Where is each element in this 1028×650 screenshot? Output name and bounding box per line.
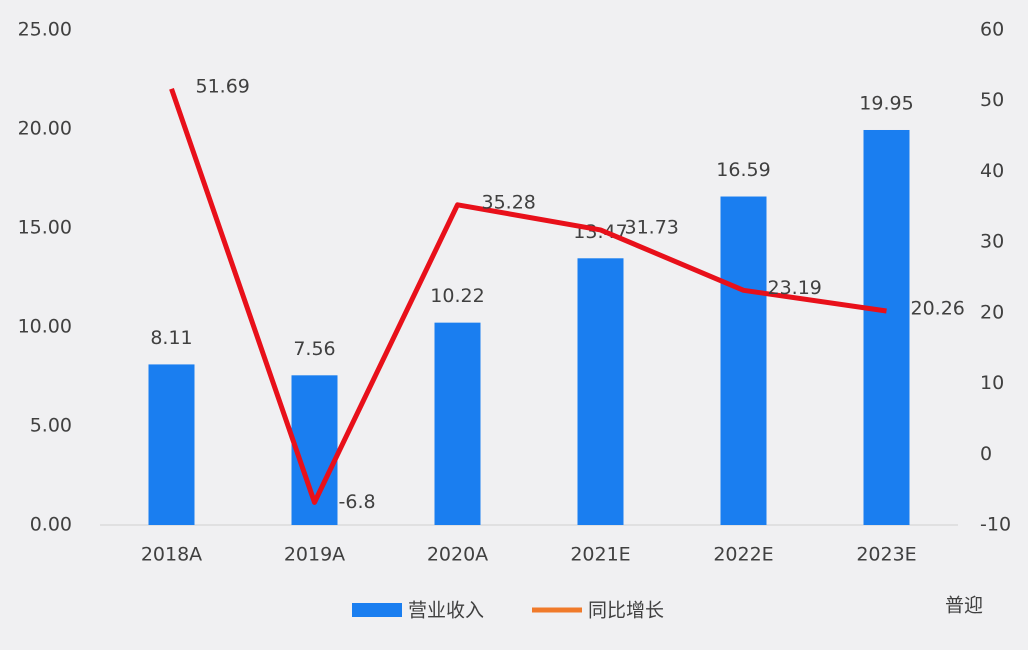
bar [577, 258, 624, 525]
y2-tick-label: 50 [980, 89, 1004, 111]
line-value-label: 35.28 [482, 191, 536, 213]
legend-label: 营业收入 [408, 600, 484, 622]
line-value-label: -6.8 [339, 491, 376, 513]
y-tick-label: 25.00 [18, 19, 72, 41]
bar-value-label: 19.95 [859, 92, 913, 114]
x-tick-label: 2021E [570, 544, 630, 566]
y2-tick-label: 30 [980, 231, 1004, 253]
bar-value-label: 10.22 [430, 285, 484, 307]
y2-tick-label: 60 [980, 19, 1004, 41]
x-tick-label: 2019A [284, 544, 345, 566]
y2-tick-label: 20 [980, 301, 1004, 323]
legend-label: 同比增长 [588, 600, 664, 622]
x-tick-label: 2018A [141, 544, 202, 566]
line-series [169, 87, 887, 505]
watermark: 普迎 [945, 595, 983, 617]
line-value-label: 20.26 [911, 298, 965, 320]
bar [863, 129, 910, 526]
legend-swatch [352, 603, 402, 617]
y-tick-label: 10.00 [18, 316, 72, 338]
y2-tick-label: 0 [980, 443, 992, 465]
line-value-label: 51.69 [196, 75, 250, 97]
bar-value-label: 16.59 [716, 159, 770, 181]
y-tick-label: 15.00 [18, 217, 72, 239]
line-value-label: 31.73 [625, 216, 679, 238]
y2-tick-label: -10 [980, 514, 1011, 536]
x-tick-label: 2022E [713, 544, 773, 566]
bar-value-label: 7.56 [293, 338, 335, 360]
bar [434, 322, 481, 525]
y2-tick-label: 40 [980, 160, 1004, 182]
x-tick-label: 2023E [856, 544, 916, 566]
y2-tick-label: 10 [980, 372, 1004, 394]
bar [148, 364, 195, 525]
y-tick-label: 20.00 [18, 118, 72, 140]
bar-value-label: 8.11 [150, 327, 192, 349]
line-value-label: 23.19 [768, 277, 822, 299]
y-tick-label: 0.00 [30, 514, 72, 536]
y-tick-label: 5.00 [30, 415, 72, 437]
x-tick-label: 2020A [427, 544, 488, 566]
bar [720, 196, 767, 525]
